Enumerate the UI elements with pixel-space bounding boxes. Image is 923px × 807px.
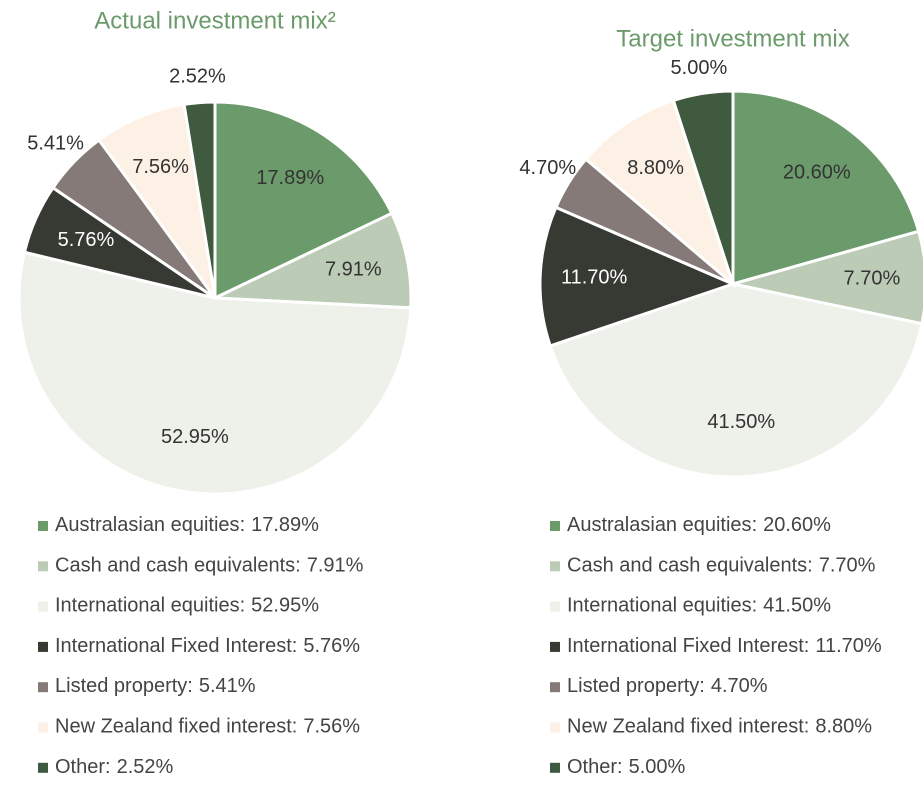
- legend-separator: :: [292, 716, 298, 738]
- legend-value: 7.56%: [303, 716, 360, 738]
- legend-separator: :: [807, 555, 813, 577]
- legend-value: 17.89%: [251, 514, 319, 536]
- pie-slice: [731, 89, 921, 286]
- data-label: 41.50%: [707, 411, 775, 433]
- data-label: 5.76%: [58, 229, 115, 251]
- legend-separator: :: [292, 635, 298, 657]
- pie-slice: [538, 205, 738, 348]
- legend-separator: :: [240, 514, 246, 536]
- legend-swatch: [38, 722, 48, 733]
- legend-separator: :: [699, 675, 705, 697]
- legend-separator: :: [804, 716, 810, 738]
- legend-value: 4.70%: [711, 675, 768, 697]
- chart-title: Target investment mix: [616, 25, 849, 52]
- data-label: 17.89%: [256, 167, 324, 189]
- legend-entry: Listed property:4.70%: [567, 675, 768, 697]
- legend-separator: :: [804, 635, 810, 657]
- legend-swatch: [38, 682, 48, 693]
- data-label: 7.91%: [325, 258, 382, 280]
- legend-swatch: [550, 641, 560, 652]
- legend-swatch: [38, 641, 48, 652]
- data-label: 7.70%: [844, 267, 901, 289]
- legend-entry: Listed property:5.41%: [55, 675, 256, 697]
- legend-separator: :: [105, 756, 111, 778]
- chart-title: Actual investment mix²: [94, 7, 335, 34]
- pie-slice: [732, 229, 923, 326]
- legend-entry: International Fixed Interest:5.76%: [55, 635, 360, 657]
- legend-category: Australasian equities: [55, 514, 240, 536]
- data-label: 5.41%: [27, 133, 84, 155]
- pie-slice: [671, 89, 735, 285]
- legend-swatch: [38, 762, 48, 773]
- legend-category: Listed property: [55, 675, 187, 697]
- data-label: 8.80%: [627, 157, 684, 179]
- legend-swatch: [550, 601, 560, 612]
- legend-category: Other: [55, 756, 105, 778]
- pie-slice: [182, 100, 217, 299]
- data-label: 4.70%: [519, 157, 576, 179]
- legend-category: International equities: [55, 595, 240, 617]
- legend-value: 41.50%: [763, 595, 831, 617]
- legend-value: 7.70%: [819, 555, 876, 577]
- legend-separator: :: [187, 675, 193, 697]
- legend-value: 20.60%: [763, 514, 831, 536]
- legend-swatch: [38, 561, 48, 572]
- legend-value: 8.80%: [815, 716, 872, 738]
- legend-separator: :: [752, 514, 758, 536]
- legend-category: Other: [567, 756, 617, 778]
- legend-entry: International equities:41.50%: [567, 595, 831, 617]
- pie-slice: [214, 211, 413, 310]
- legend-category: Listed property: [567, 675, 699, 697]
- legend-category: Cash and cash equivalents: [55, 555, 295, 577]
- legend-entry: New Zealand fixed interest:8.80%: [567, 716, 872, 738]
- legend-category: New Zealand fixed interest: [567, 716, 804, 738]
- data-label: 20.60%: [783, 161, 851, 183]
- data-label: 2.52%: [169, 65, 226, 87]
- legend-category: International equities: [567, 595, 752, 617]
- legend-separator: :: [240, 595, 246, 617]
- legend-swatch: [38, 521, 48, 531]
- legend-separator: :: [295, 555, 301, 577]
- legend-value: 5.41%: [199, 675, 256, 697]
- legend-entry: Cash and cash equivalents:7.91%: [55, 555, 364, 577]
- legend-entry: Australasian equities:17.89%: [55, 514, 319, 536]
- legend-category: Cash and cash equivalents: [567, 555, 807, 577]
- legend-entry: International equities:52.95%: [55, 595, 319, 617]
- legend-swatch: [550, 521, 560, 531]
- legend-entry: Other:5.00%: [567, 756, 686, 778]
- legend-swatch: [550, 722, 560, 733]
- data-label: 11.70%: [561, 267, 628, 289]
- legend-value: 7.91%: [307, 555, 364, 577]
- pie-slice: [583, 98, 737, 289]
- legend-value: 5.00%: [629, 756, 686, 778]
- legend-entry: Australasian equities:20.60%: [567, 514, 831, 536]
- legend-category: International Fixed Interest: [567, 635, 804, 657]
- legend-swatch: [38, 601, 48, 612]
- legend-entry: Other:2.52%: [55, 756, 174, 778]
- data-label: 7.56%: [132, 156, 189, 178]
- legend-swatch: [550, 682, 560, 693]
- legend-entry: New Zealand fixed interest:7.56%: [55, 716, 360, 738]
- pie-slice: [548, 282, 923, 479]
- pie-slice: [213, 100, 394, 301]
- legend-swatch: [550, 762, 560, 773]
- legend-value: 5.76%: [303, 635, 360, 657]
- legend-category: International Fixed Interest: [55, 635, 292, 657]
- legend-swatch: [550, 561, 560, 572]
- legend-value: 11.70%: [815, 635, 882, 657]
- legend-entry: Cash and cash equivalents:7.70%: [567, 555, 876, 577]
- data-label: 52.95%: [161, 426, 229, 448]
- legend-separator: :: [617, 756, 623, 778]
- pie-slice: [17, 250, 413, 496]
- data-label: 5.00%: [671, 57, 728, 79]
- legend-separator: :: [752, 595, 758, 617]
- legend-value: 2.52%: [117, 756, 174, 778]
- legend-value: 52.95%: [251, 595, 319, 617]
- legend-entry: International Fixed Interest:11.70%: [567, 635, 882, 657]
- legend-category: Australasian equities: [567, 514, 752, 536]
- legend-category: New Zealand fixed interest: [55, 716, 292, 738]
